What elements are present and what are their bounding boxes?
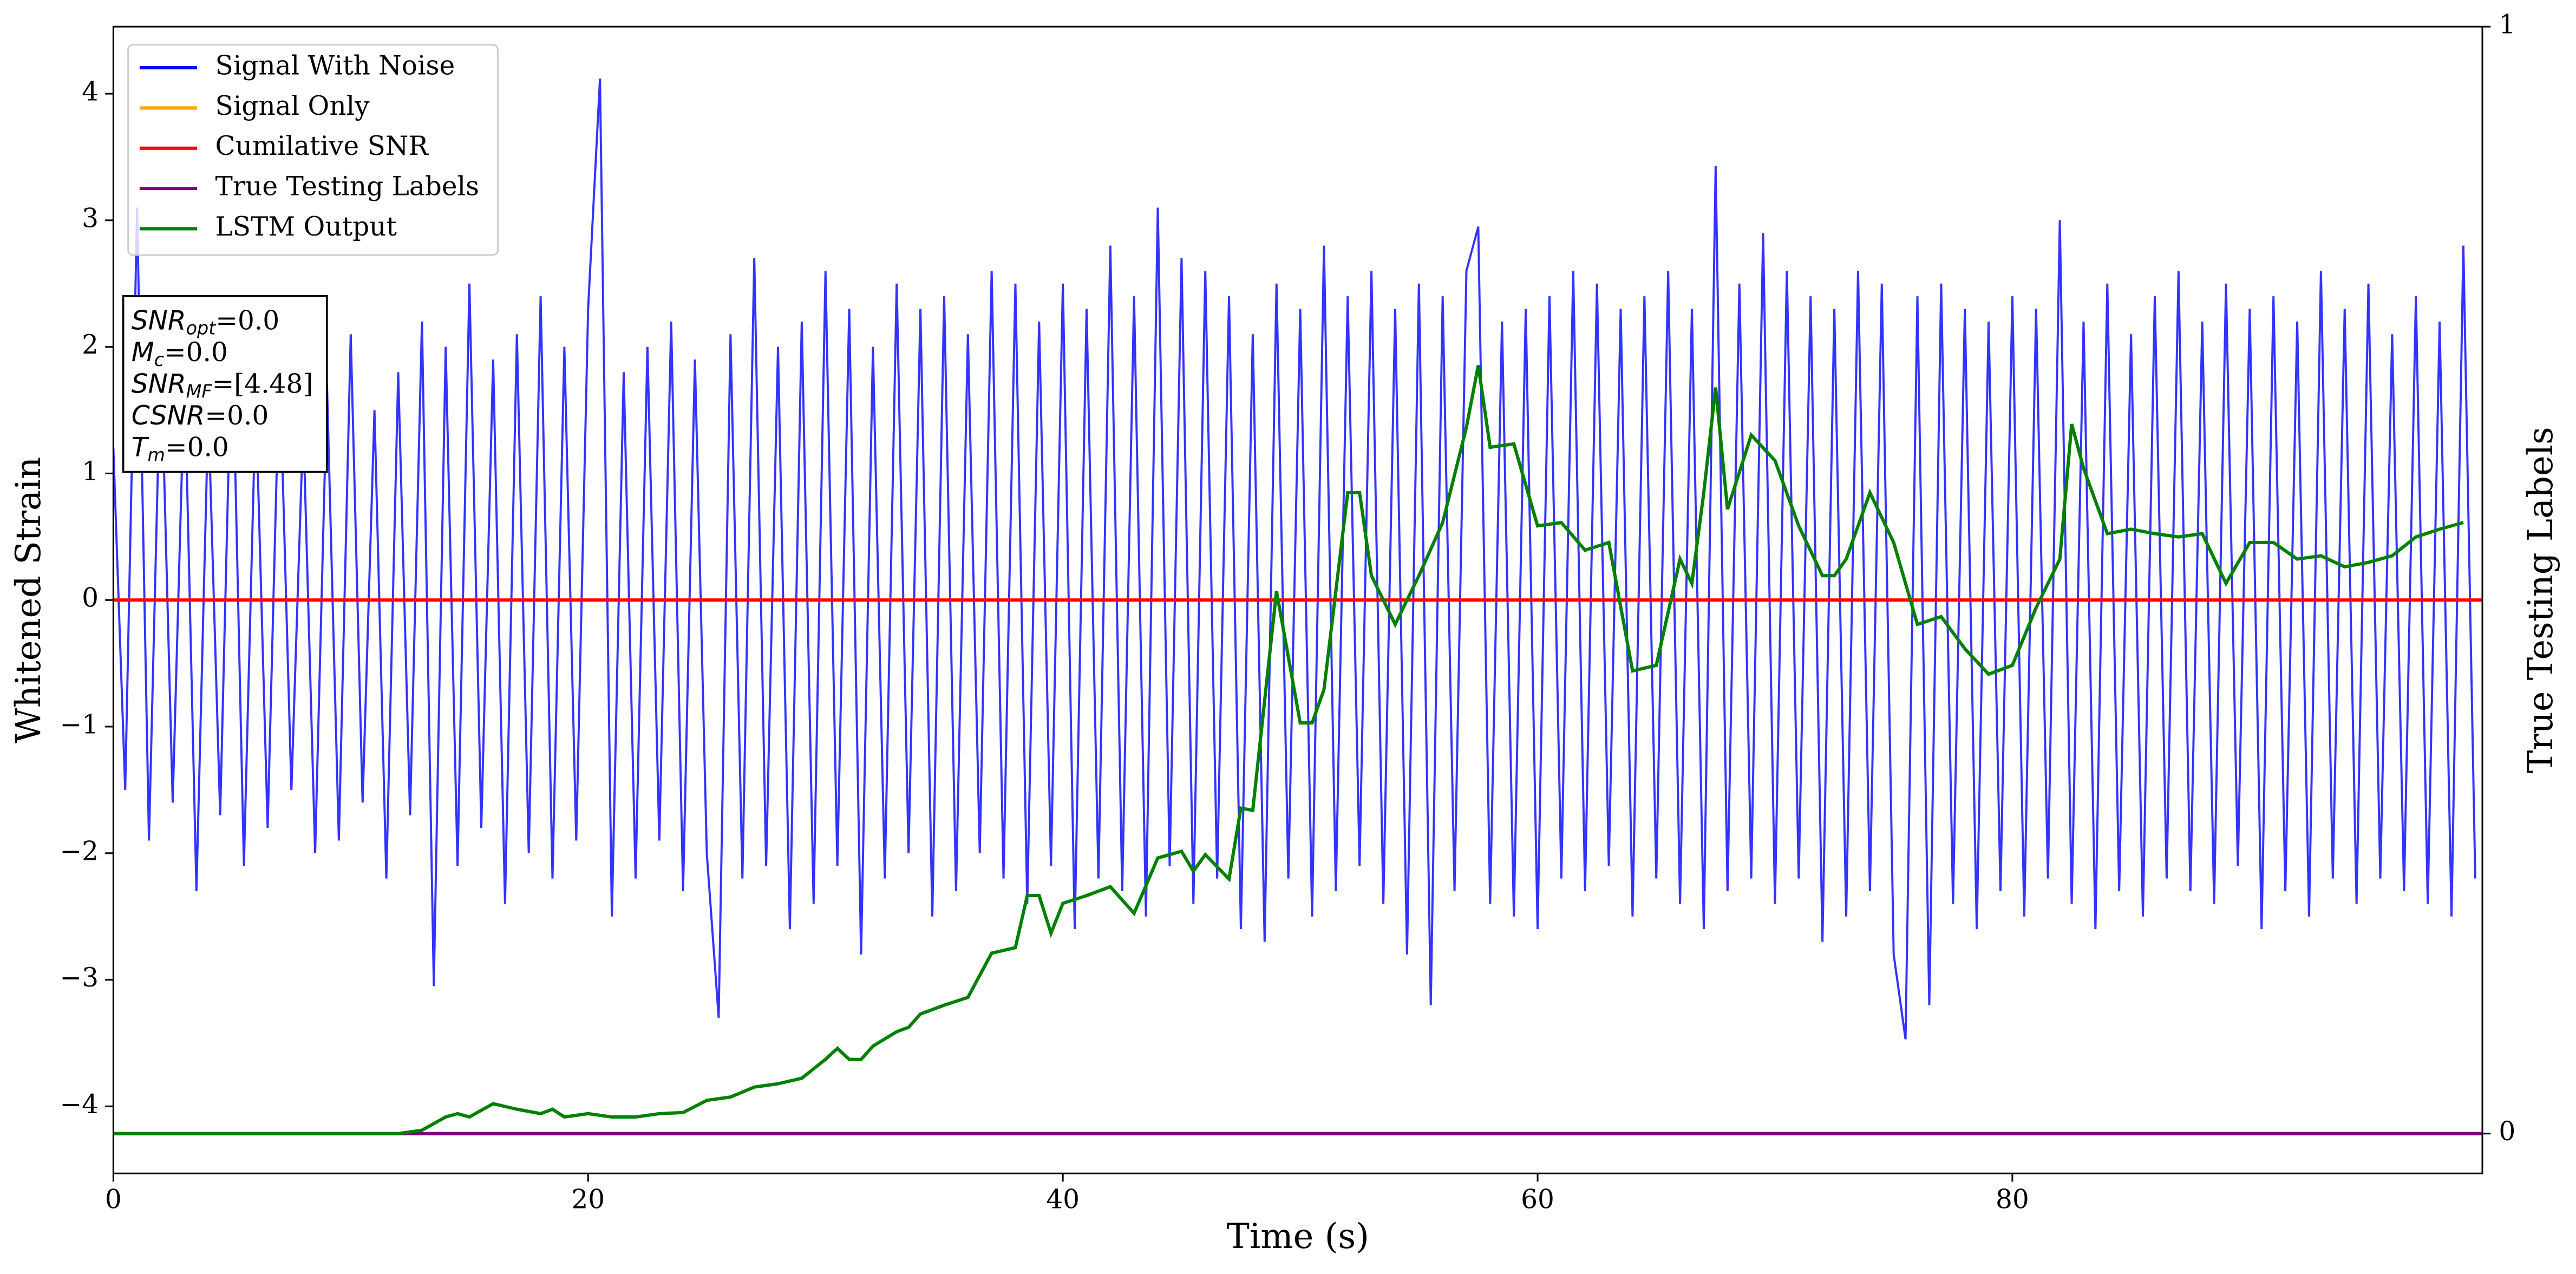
annotation: SNRopt=0.0Mc=0.0SNRMF=[4.48]CSNR=0.0Tm=0… bbox=[122, 295, 328, 473]
legend-label: True Testing Labels bbox=[215, 172, 480, 202]
x-tick-label: 20 bbox=[571, 1184, 605, 1214]
legend-label: Signal Only bbox=[215, 91, 370, 121]
annotation-subscript: m bbox=[147, 444, 165, 465]
legend-label: LSTM Output bbox=[215, 212, 397, 242]
y-axis-label: Whitened Strain bbox=[9, 457, 49, 743]
annotation-symbol: SNR bbox=[132, 305, 186, 336]
annotation-value: =0.0 bbox=[205, 401, 269, 431]
x-axis-label: Time (s) bbox=[1226, 1217, 1369, 1257]
annotation-value: =0.0 bbox=[164, 337, 228, 367]
annotation-box bbox=[122, 295, 328, 473]
y-tick-label: −3 bbox=[60, 963, 99, 993]
y2-tick-label: 0 bbox=[2499, 1116, 2515, 1147]
annotation-subscript: opt bbox=[186, 317, 217, 338]
legend-box bbox=[127, 44, 499, 256]
y-tick-label: −4 bbox=[60, 1089, 99, 1120]
annotation-value: =0.0 bbox=[215, 305, 279, 336]
annotation-subscript: MF bbox=[186, 381, 213, 402]
x-tick-label: 40 bbox=[1046, 1184, 1080, 1214]
legend-label: Signal With Noise bbox=[215, 51, 455, 81]
annotation-symbol: SNR bbox=[132, 369, 186, 400]
y-tick-label: 4 bbox=[82, 77, 99, 107]
legend-label: Cumilative SNR bbox=[215, 131, 429, 161]
legend: Signal With Noise Signal Only Cumilative S… bbox=[127, 44, 499, 256]
series-line bbox=[113, 78, 2476, 1040]
y-tick-label: 3 bbox=[82, 203, 99, 233]
annotation-line: CSNR=0.0 bbox=[132, 401, 269, 432]
annotation-value: =[4.48] bbox=[212, 369, 313, 399]
x-tick-label: 80 bbox=[1996, 1184, 2029, 1214]
y2-axis-label: True Testing Labels bbox=[2521, 427, 2561, 773]
y-tick-label: 0 bbox=[82, 583, 99, 613]
annotation-line: Tm=0.0 bbox=[132, 432, 229, 465]
y-tick-label: −1 bbox=[60, 710, 99, 740]
annotation-value: =0.0 bbox=[165, 432, 229, 462]
y-tick-label: 2 bbox=[82, 330, 99, 360]
y-tick-label: −2 bbox=[60, 836, 99, 866]
plot-area bbox=[113, 78, 2483, 1135]
y2-tick-label: 1 bbox=[2499, 10, 2515, 40]
series-line bbox=[113, 365, 2464, 1135]
y-tick-label: 1 bbox=[82, 456, 99, 487]
annotation-symbol: M bbox=[132, 337, 154, 368]
annotation-symbol: T bbox=[132, 433, 149, 463]
x-tick-label: 0 bbox=[105, 1184, 122, 1214]
annotation-symbol: CSNR bbox=[132, 401, 205, 431]
annotation-subscript: c bbox=[154, 349, 164, 370]
annotation-line: SNRMF=[4.48] bbox=[132, 369, 313, 402]
x-tick-label: 60 bbox=[1521, 1184, 1554, 1214]
annotation-line: SNRopt=0.0 bbox=[132, 305, 279, 338]
annotation-line: Mc=0.0 bbox=[132, 337, 228, 370]
